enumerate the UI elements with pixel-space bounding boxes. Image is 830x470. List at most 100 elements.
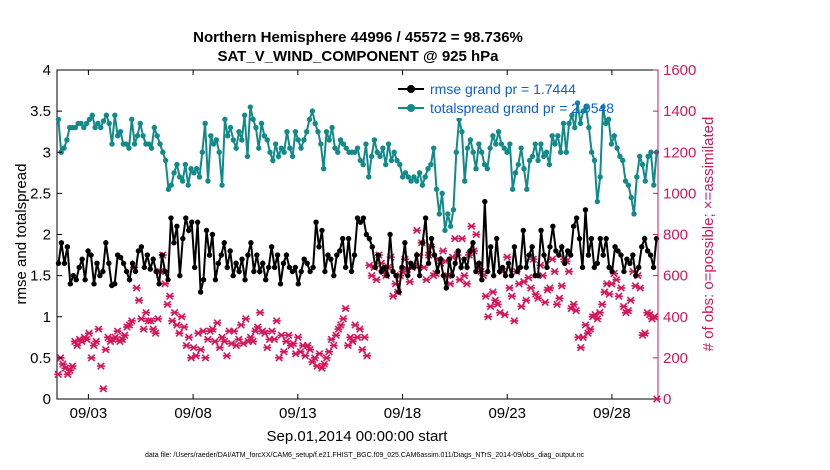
obs-assimilated-point: [58, 360, 67, 368]
obs-assimilated-point: [531, 290, 540, 298]
rmse-point: [197, 289, 204, 295]
totalspread-point: [318, 141, 324, 147]
totalspread-point: [405, 174, 411, 180]
totalspread-point: [470, 149, 476, 155]
rmse-point: [446, 256, 452, 262]
rmse-point: [369, 244, 376, 250]
x-tick-label: 09/08: [174, 405, 212, 422]
rmse-point: [650, 264, 657, 271]
obs-assimilated-point: [358, 345, 367, 354]
rmse-point: [508, 272, 515, 279]
rmse-point: [106, 260, 112, 266]
rmse-point: [120, 260, 127, 266]
rmse-point: [452, 260, 458, 266]
obs-assimilated-point: [139, 325, 148, 333]
rmse-point: [76, 264, 82, 271]
rmse-point: [301, 256, 307, 262]
rmse-point: [339, 235, 346, 242]
totalspread-point: [241, 112, 248, 118]
totalspread-point: [261, 133, 268, 139]
y-tick-label-right: 0: [663, 391, 671, 408]
totalspread-point: [354, 145, 361, 151]
totalspread-point: [572, 124, 578, 131]
totalspread-point: [603, 120, 609, 127]
totalspread-point: [309, 108, 316, 114]
totalspread-point: [227, 124, 234, 131]
rmse-point: [482, 198, 488, 205]
rmse-point: [295, 281, 301, 287]
totalspread-point: [92, 124, 98, 131]
rmse-point: [348, 268, 355, 275]
totalspread-point: [244, 153, 251, 160]
obs-assimilated-point: [294, 333, 303, 342]
totalspread-point: [89, 112, 95, 118]
totalspread-point: [557, 149, 564, 155]
totalspread-point: [196, 174, 203, 180]
rmse-point: [408, 260, 414, 266]
rmse-point: [585, 252, 592, 258]
obs-assimilated-point: [405, 278, 414, 286]
rmse-point: [153, 268, 159, 275]
totalspread-point: [83, 120, 90, 127]
rmse-point: [416, 272, 423, 279]
rmse-point: [91, 281, 97, 287]
totalspread-point: [304, 128, 310, 135]
rmse-point: [171, 240, 177, 246]
rmse-point: [455, 248, 461, 254]
rmse-point: [73, 277, 79, 283]
totalspread-point: [473, 166, 479, 172]
rmse-point: [529, 244, 535, 250]
obs-assimilated-point: [598, 300, 607, 309]
rmse-point: [570, 223, 577, 229]
rmse-point: [274, 252, 281, 258]
totalspread-point: [123, 141, 129, 147]
rmse-point: [639, 244, 645, 250]
totalspread-point: [213, 137, 220, 143]
rmse-point: [97, 272, 103, 279]
totalspread-point: [594, 198, 601, 205]
obs-assimilated-point: [241, 315, 250, 323]
totalspread-point: [131, 141, 138, 147]
obs-assimilated-point: [467, 222, 476, 231]
rmse-point: [405, 272, 411, 279]
obs-assimilated-point: [341, 304, 350, 313]
y-axis-label-left: rmse and totalspread: [13, 164, 30, 305]
totalspread-point: [312, 120, 318, 127]
rmse-point: [183, 215, 189, 221]
rmse-point: [399, 264, 405, 271]
totalspread-point: [588, 149, 595, 155]
totalspread-point: [258, 120, 265, 127]
rmse-point: [61, 260, 68, 266]
totalspread-point: [402, 170, 409, 176]
obs-assimilated-point: [522, 296, 531, 305]
totalspread-point: [368, 153, 375, 160]
totalspread-point: [487, 145, 493, 151]
obs-assimilated-point: [624, 306, 633, 315]
rmse-point: [138, 244, 145, 250]
rmse-point: [627, 260, 633, 266]
obs-assimilated-point: [322, 354, 331, 362]
obs-assimilated-point: [82, 335, 91, 344]
rmse-point: [342, 264, 349, 271]
rmse-point: [609, 268, 615, 275]
rmse-point: [541, 252, 547, 258]
totalspread-point: [185, 182, 191, 188]
rmse-point: [393, 272, 399, 279]
rmse-point: [553, 248, 559, 254]
obs-assimilated-point: [555, 294, 564, 303]
totalspread-point: [134, 133, 141, 139]
obs-assimilated-point: [260, 329, 269, 337]
rmse-point: [283, 252, 290, 258]
totalspread-point: [140, 133, 146, 139]
totalspread-point: [188, 166, 194, 172]
totalspread-point: [605, 116, 612, 123]
totalspread-point: [193, 166, 200, 172]
totalspread-point: [106, 120, 112, 127]
rmse-point: [209, 231, 216, 238]
rmse-point: [641, 235, 648, 242]
totalspread-point: [55, 116, 62, 123]
totalspread-point: [428, 161, 434, 168]
obs-assimilated-point: [491, 296, 500, 305]
totalspread-point: [351, 149, 358, 155]
obs-assimilated-point: [593, 315, 602, 323]
